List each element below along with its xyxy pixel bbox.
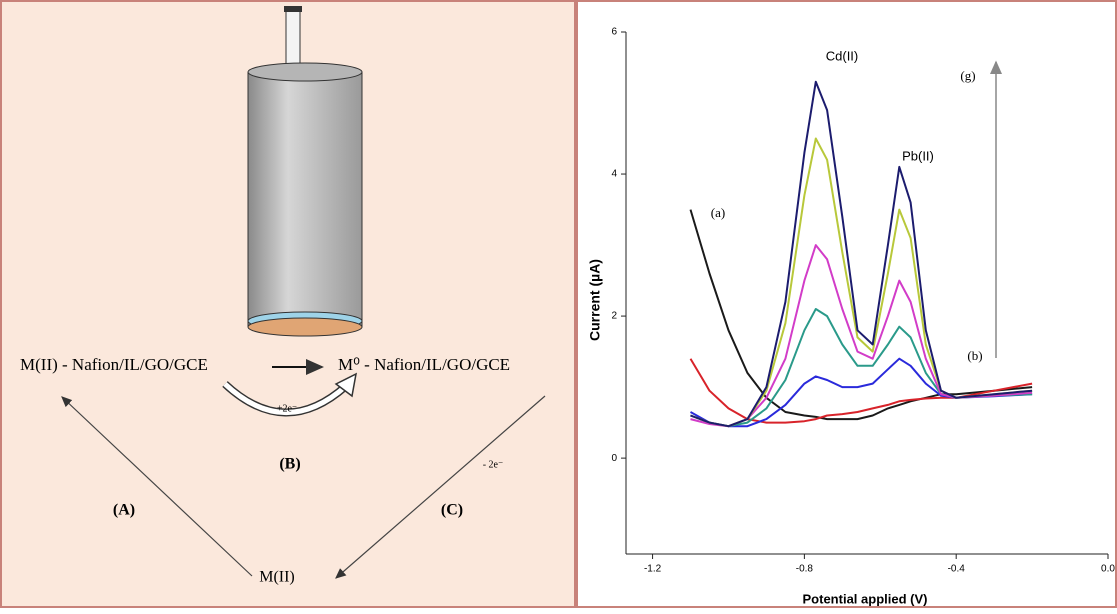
curved-arrow-head (334, 372, 358, 398)
annotation: Pb(II) (902, 148, 934, 163)
annotation: Cd(II) (826, 48, 859, 63)
bottom-label: M(II) (259, 569, 295, 586)
y-tick-label: 2 (611, 311, 617, 322)
electrode-rod (285, 7, 301, 67)
step-c: (C) (441, 502, 463, 519)
x-tick-label: -0.8 (796, 564, 814, 575)
arrow-c (335, 395, 546, 579)
curved-arrow-inner (223, 382, 348, 415)
electrode-surface (247, 317, 363, 337)
y-tick-label: 4 (611, 169, 617, 180)
x-tick-label: -0.4 (948, 564, 966, 575)
curve (690, 80, 1033, 428)
right-label: M⁰ - Nafion/IL/GO/GCE (338, 355, 510, 374)
y-axis-label: Current (µA) (587, 259, 603, 341)
step-a: (A) (113, 502, 135, 519)
arrow-a (61, 396, 253, 577)
electrode-top (247, 62, 363, 82)
annotation: (a) (711, 205, 725, 220)
annotation: (b) (967, 348, 982, 363)
reduction-label: +2e⁻ (277, 403, 297, 414)
step-b: (B) (279, 456, 300, 473)
y-tick-label: 0 (611, 453, 617, 464)
x-axis-label: Potential applied (V) (803, 591, 928, 606)
left-label: M(II) - Nafion/IL/GO/GCE (20, 355, 208, 374)
curve (690, 357, 1033, 428)
chart-panel (576, 0, 1117, 608)
oxidation-label: - 2e⁻ (483, 459, 504, 470)
electrode-cap (284, 6, 302, 12)
x-tick-label: 0.0 (1101, 564, 1115, 575)
x-tick-label: -1.2 (644, 564, 662, 575)
annotation: (g) (960, 68, 975, 83)
y-tick-label: 6 (611, 27, 617, 38)
electrode-body (247, 71, 363, 328)
